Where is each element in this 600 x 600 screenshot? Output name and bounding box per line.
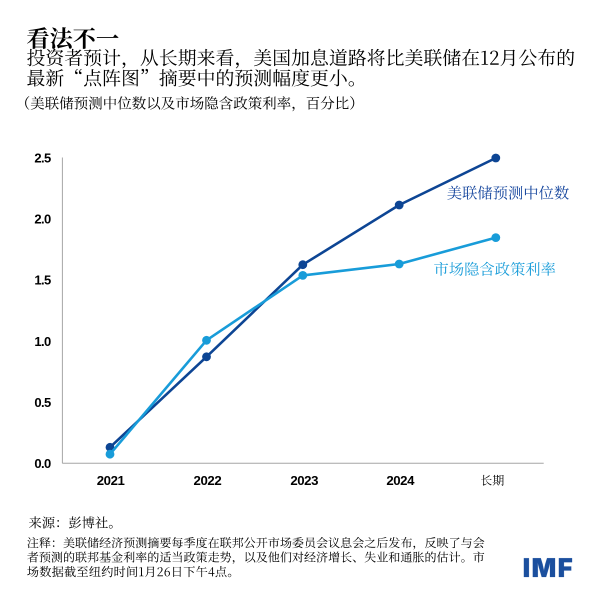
svg-text:2024: 2024 <box>386 473 415 488</box>
svg-text:0.0: 0.0 <box>34 456 51 471</box>
svg-text:0.5: 0.5 <box>34 395 51 410</box>
svg-text:2.5: 2.5 <box>34 151 51 166</box>
svg-text:2023: 2023 <box>290 473 318 488</box>
svg-text:2.0: 2.0 <box>34 212 51 227</box>
svg-text:2021: 2021 <box>97 473 125 488</box>
svg-text:1.0: 1.0 <box>34 334 51 349</box>
svg-text:2022: 2022 <box>194 473 222 488</box>
svg-text:1.5: 1.5 <box>34 273 51 288</box>
